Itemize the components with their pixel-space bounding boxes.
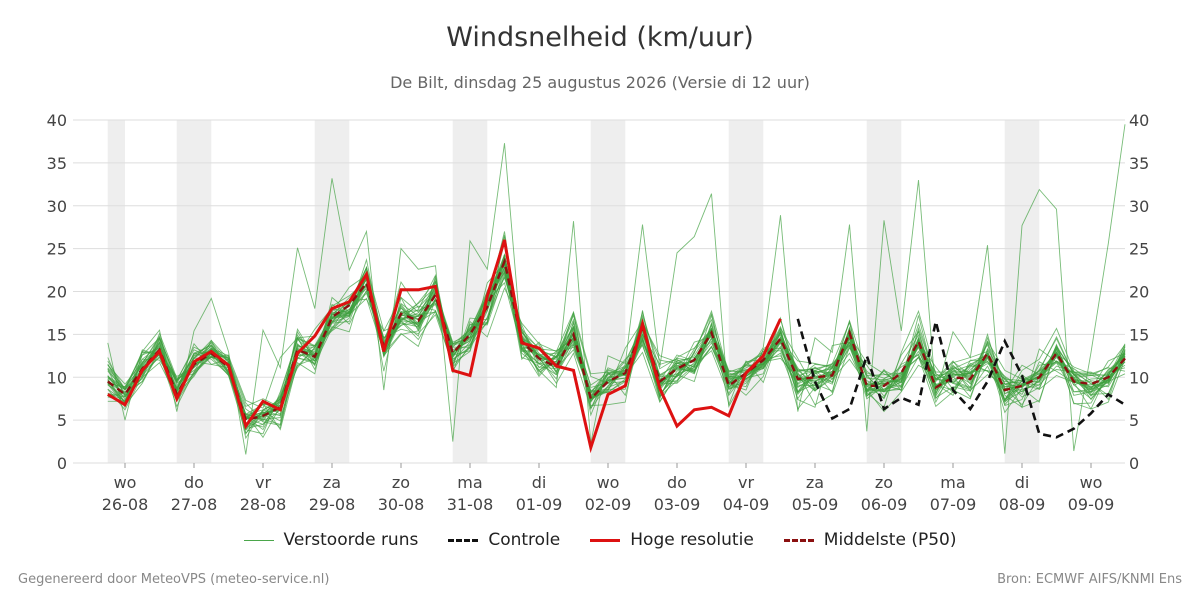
footer-source: Bron: ECMWF AIFS/KNMI Ens	[997, 572, 1182, 587]
hres-line	[107, 239, 782, 454]
y-tick-left-5: 5	[57, 411, 67, 430]
x-tick-weekday-13: di	[1015, 473, 1030, 492]
x-tick-weekday-11: zo	[875, 473, 893, 492]
x-tick-date-6: 01-09	[516, 495, 563, 514]
y-tick-left-25: 25	[47, 240, 67, 259]
y-tick-right-0: 0	[1129, 454, 1139, 473]
x-tick-date-9: 04-09	[723, 495, 770, 514]
y-tick-right-30: 30	[1129, 197, 1149, 216]
x-tick-date-3: 29-08	[309, 495, 356, 514]
perturbed-run-12	[107, 266, 1126, 425]
x-tick-weekday-9: vr	[738, 473, 754, 492]
main-lines	[107, 239, 1126, 454]
legend-label-hres: Hoge resolutie	[630, 530, 754, 550]
y-tick-left-0: 0	[57, 454, 67, 473]
x-tick-weekday-12: ma	[940, 473, 965, 492]
y-tick-right-20: 20	[1129, 283, 1149, 302]
x-axis-ticks: wo 26-08 do 27-08 vr 28-08 za 29-08 zo 30-08 ma 31-…	[102, 463, 1115, 514]
perturbed-run-28	[107, 266, 1126, 419]
y-tick-left-40: 40	[47, 111, 67, 130]
x-tick-weekday-3: za	[323, 473, 341, 492]
legend-label-ctrl: Controle	[488, 530, 561, 550]
perturbed-run-29	[107, 261, 1126, 419]
x-tick-date-5: 31-08	[447, 495, 494, 514]
legend-swatch-p50	[783, 538, 814, 542]
legend-swatch-ctrl	[448, 538, 479, 542]
x-tick-date-2: 28-08	[240, 495, 287, 514]
x-tick-weekday-14: wo	[1080, 473, 1103, 492]
y-tick-right-15: 15	[1129, 325, 1149, 344]
x-tick-weekday-0: wo	[114, 473, 137, 492]
y-tick-left-15: 15	[47, 325, 67, 344]
x-tick-weekday-7: wo	[597, 473, 620, 492]
x-tick-weekday-5: ma	[457, 473, 482, 492]
y-tick-right-10: 10	[1129, 368, 1149, 387]
legend-item-hres[interactable]: Hoge resolutie	[590, 530, 754, 550]
x-tick-date-10: 05-09	[792, 495, 839, 514]
legend-item-pert[interactable]: Verstoorde runs	[243, 530, 419, 550]
legend-swatch-hres	[590, 538, 621, 542]
x-tick-date-7: 02-09	[585, 495, 632, 514]
y-tick-right-25: 25	[1129, 240, 1149, 259]
y-tick-right-5: 5	[1129, 411, 1139, 430]
y-axis-ticks: 0 0 5 5 10 10 15 15 20 20 25 25 30 30 35 35 40 40	[47, 111, 1150, 473]
x-tick-weekday-4: zo	[392, 473, 410, 492]
x-tick-date-13: 08-09	[999, 495, 1046, 514]
legend-item-ctrl[interactable]: Controle	[448, 530, 560, 550]
x-tick-date-11: 06-09	[861, 495, 908, 514]
wind-speed-chart: 0 0 5 5 10 10 15 15 20 20 25 25 30 30 35 35 40 40 wo 26-08…	[47, 111, 1150, 514]
x-tick-weekday-2: vr	[255, 473, 271, 492]
legend-label-p50: Middelste (P50)	[823, 530, 957, 550]
y-tick-left-20: 20	[47, 283, 67, 302]
x-tick-date-0: 26-08	[102, 495, 149, 514]
x-tick-date-8: 03-09	[654, 495, 701, 514]
legend-item-p50[interactable]: Middelste (P50)	[783, 530, 957, 550]
x-tick-weekday-1: do	[184, 473, 204, 492]
footer-generated-by: Gegenereerd door MeteoVPS (meteo-service…	[18, 572, 330, 587]
x-tick-date-1: 27-08	[171, 495, 218, 514]
x-tick-weekday-10: za	[806, 473, 824, 492]
x-tick-date-12: 07-09	[930, 495, 977, 514]
legend-swatch-pert	[243, 539, 274, 541]
x-tick-weekday-8: do	[667, 473, 687, 492]
legend: Verstoorde runs Controle Hoge resolutie …	[0, 530, 1200, 550]
chart-title: Windsnelheid (km/uur)	[446, 22, 754, 53]
y-tick-right-35: 35	[1129, 154, 1149, 173]
perturbed-run-0	[107, 124, 1126, 455]
x-tick-date-4: 30-08	[378, 495, 425, 514]
y-tick-left-30: 30	[47, 197, 67, 216]
controle-line	[796, 318, 1126, 439]
x-tick-weekday-6: di	[532, 473, 547, 492]
x-tick-date-14: 09-09	[1068, 495, 1115, 514]
chart-subtitle: De Bilt, dinsdag 25 augustus 2026 (Versi…	[390, 73, 810, 92]
legend-label-pert: Verstoorde runs	[283, 530, 419, 550]
y-tick-right-40: 40	[1129, 111, 1149, 130]
y-tick-left-10: 10	[47, 368, 67, 387]
y-tick-left-35: 35	[47, 154, 67, 173]
